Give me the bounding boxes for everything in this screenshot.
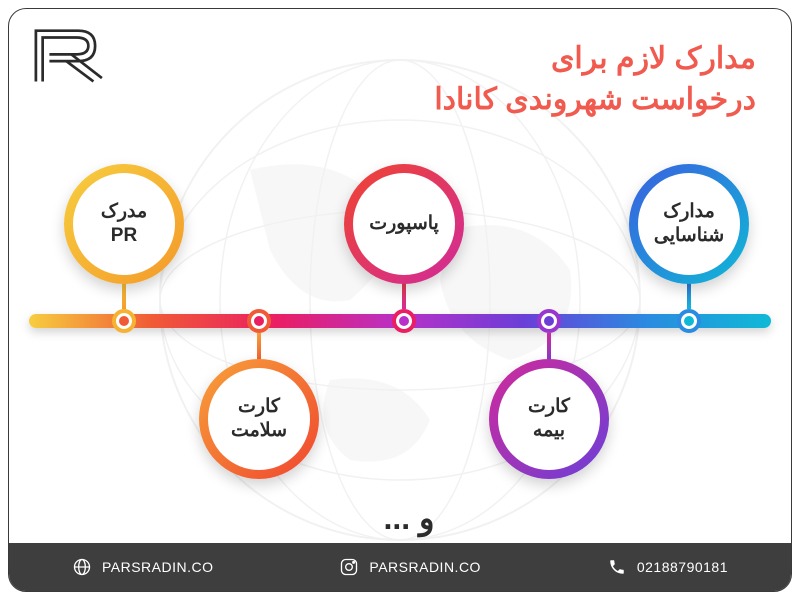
- timeline-marker-health: [247, 309, 271, 333]
- infographic-card: مدارک لازم برای درخواست شهروندی کانادا م…: [8, 8, 792, 592]
- title-line-1: مدارک لازم برای: [434, 39, 756, 80]
- instagram-icon: [339, 557, 359, 577]
- phone-icon: [607, 557, 627, 577]
- footer-instagram-text: PARSRADIN.CO: [369, 559, 481, 575]
- node-label-pr: مدرک PR: [101, 200, 147, 248]
- timeline-marker-passport: [392, 309, 416, 333]
- node-circle-passport: پاسپورت: [344, 164, 464, 284]
- footer-item-instagram: PARSRADIN.CO: [339, 557, 481, 577]
- footer-bar: PARSRADIN.CO PARSRADIN.CO 02188790181: [9, 543, 791, 591]
- node-circle-insurance: کارت بیمه: [489, 359, 609, 479]
- globe-icon: [72, 557, 92, 577]
- footer-phone-text: 02188790181: [637, 559, 728, 575]
- timeline-marker-insurance: [537, 309, 561, 333]
- node-circle-identity: مدارک شناسایی: [629, 164, 749, 284]
- title-line-2: درخواست شهروندی کانادا: [434, 80, 756, 121]
- node-circle-pr: مدرک PR: [64, 164, 184, 284]
- node-label-identity: مدارک شناسایی: [654, 200, 724, 248]
- node-label-health: کارت سلامت: [231, 395, 287, 443]
- node-label-passport: پاسپورت: [369, 212, 439, 236]
- page-title: مدارک لازم برای درخواست شهروندی کانادا: [434, 39, 756, 120]
- node-circle-health: کارت سلامت: [199, 359, 319, 479]
- footer-website-text: PARSRADIN.CO: [102, 559, 214, 575]
- globe-background: [150, 50, 650, 550]
- footer-item-website: PARSRADIN.CO: [72, 557, 214, 577]
- ellipsis-text: و ...: [383, 499, 434, 537]
- timeline-marker-pr: [112, 309, 136, 333]
- logo: [34, 29, 119, 84]
- node-label-insurance: کارت بیمه: [528, 395, 570, 443]
- timeline-marker-identity: [677, 309, 701, 333]
- footer-item-phone: 02188790181: [607, 557, 728, 577]
